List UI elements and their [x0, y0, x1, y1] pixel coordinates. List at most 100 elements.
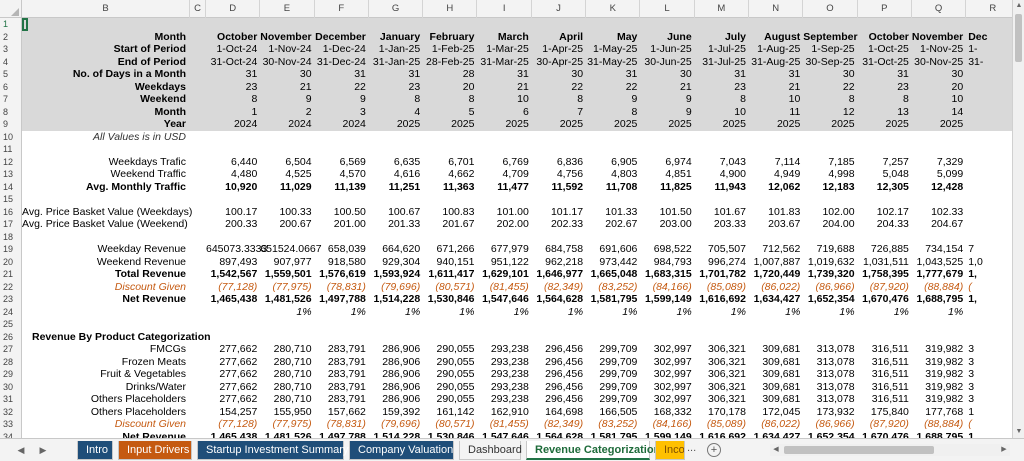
value-cell[interactable]: (86,022)	[761, 418, 801, 430]
value-cell[interactable]: (82,349)	[543, 280, 584, 293]
value-cell[interactable]: 1,739,320	[807, 268, 855, 280]
row-label[interactable]: Weekdays Trafic	[108, 155, 186, 168]
value-cell[interactable]: 166,505	[599, 405, 638, 418]
value-cell[interactable]: 1,542,567	[210, 268, 258, 280]
value-cell[interactable]: 30	[951, 68, 964, 80]
value-cell[interactable]: 22	[625, 80, 638, 93]
row-label[interactable]: Weekend Revenue	[96, 255, 186, 268]
value-cell[interactable]: 1-May-25	[593, 43, 638, 55]
row-number[interactable]: 23	[0, 293, 22, 306]
row-label[interactable]: Month	[154, 30, 187, 43]
row-number[interactable]: 34	[0, 430, 22, 438]
row-number[interactable]: 29	[0, 368, 22, 381]
value-cell[interactable]: 173,932	[816, 405, 855, 418]
vertical-scrollbar[interactable]: ▲ ▼	[1012, 0, 1024, 438]
row-label[interactable]: End of Period	[117, 55, 186, 68]
row-number[interactable]: 13	[0, 168, 22, 181]
value-cell[interactable]: (82,349)	[543, 418, 584, 430]
value-cell[interactable]: 168,332	[653, 405, 692, 418]
column-header[interactable]: C	[190, 0, 206, 18]
value-cell[interactable]: 22	[354, 80, 366, 93]
value-cell[interactable]: 2024	[342, 118, 366, 130]
value-cell[interactable]: 9	[360, 93, 366, 105]
value-cell[interactable]: 11	[789, 105, 801, 118]
column-header[interactable]: R	[966, 0, 1012, 18]
row-number[interactable]: 18	[0, 230, 22, 243]
column-header[interactable]: N	[749, 0, 804, 18]
value-cell[interactable]: 299,709	[599, 368, 638, 380]
value-cell[interactable]: 1-Jun-25	[650, 43, 692, 55]
value-cell[interactable]: 645073.3333	[206, 243, 268, 255]
value-cell[interactable]: 1,629,101	[482, 268, 529, 280]
row-label[interactable]: Discount Given	[114, 418, 186, 430]
value-cell[interactable]: 293,238	[490, 380, 529, 393]
row-label[interactable]: Fruit & Vegetables	[100, 368, 186, 380]
value-cell[interactable]: 164,698	[545, 405, 584, 418]
value-cell[interactable]: (88,884)	[924, 280, 964, 293]
value-cell[interactable]: (86,022)	[761, 280, 801, 293]
value-cell[interactable]: 1%	[839, 305, 855, 318]
value-cell[interactable]: 11,029	[280, 180, 312, 193]
value-cell[interactable]: 11,139	[334, 180, 366, 193]
value-cell[interactable]: 9	[305, 93, 312, 105]
value-cell[interactable]: 200.67	[279, 218, 312, 230]
value-cell[interactable]: 319,982	[925, 393, 964, 405]
value-cell[interactable]: 3	[968, 393, 975, 405]
value-cell[interactable]: 651524.0667	[260, 243, 322, 255]
value-cell[interactable]: 203.67	[768, 218, 801, 230]
row-label[interactable]: Avg. Price Basket Value (Weekend)	[22, 218, 188, 230]
value-cell[interactable]: 1,530,846	[427, 430, 475, 439]
value-cell[interactable]: 313,078	[816, 368, 855, 380]
value-cell[interactable]: January	[379, 30, 421, 43]
value-cell[interactable]: 313,078	[816, 343, 855, 355]
value-cell[interactable]: 6,701	[448, 155, 475, 168]
value-cell[interactable]: 204.00	[822, 218, 855, 230]
value-cell[interactable]: 102.17	[876, 205, 909, 218]
value-cell[interactable]: 202.33	[550, 218, 584, 230]
value-cell[interactable]: 100.17	[225, 205, 258, 218]
value-cell[interactable]: 286,906	[382, 380, 421, 393]
value-cell[interactable]: 3	[968, 380, 975, 393]
value-cell[interactable]: 21	[299, 80, 312, 93]
value-cell[interactable]: 1,465,438	[210, 293, 258, 305]
value-cell[interactable]: 31-Mar-25	[480, 55, 529, 68]
value-cell[interactable]: 100.50	[333, 205, 366, 218]
value-cell[interactable]: 1,043,525	[916, 255, 964, 268]
value-cell[interactable]: 1,481,526	[264, 293, 312, 305]
value-cell[interactable]: 7	[968, 243, 975, 255]
value-cell[interactable]: 734,154	[925, 243, 964, 255]
value-cell[interactable]: 12,428	[931, 180, 964, 193]
value-cell[interactable]: 897,493	[219, 255, 258, 268]
row-number[interactable]: 30	[0, 380, 22, 393]
value-cell[interactable]: 283,791	[327, 380, 366, 393]
value-cell[interactable]: August	[764, 30, 801, 43]
value-cell[interactable]: 1,593,924	[373, 268, 421, 280]
value-cell[interactable]: (77,128)	[218, 280, 258, 293]
value-cell[interactable]: 309,681	[762, 393, 801, 405]
scroll-left-icon[interactable]: ◀	[773, 446, 779, 453]
value-cell[interactable]: 319,982	[925, 368, 964, 380]
value-cell[interactable]: 161,142	[436, 405, 475, 418]
sheet-tab[interactable]: Company Valuation	[349, 441, 454, 460]
row-label[interactable]: Discount Given	[114, 280, 186, 293]
row-label[interactable]: Others Placeholders	[90, 393, 186, 405]
value-cell[interactable]: 100.67	[388, 205, 421, 218]
value-cell[interactable]: 1,465,438	[210, 430, 258, 439]
value-cell[interactable]: 101.83	[768, 205, 801, 218]
value-cell[interactable]: (80,571)	[435, 418, 475, 430]
value-cell[interactable]: 4,998	[828, 168, 855, 180]
value-cell[interactable]: (86,966)	[815, 418, 855, 430]
value-cell[interactable]: October	[217, 30, 258, 43]
value-cell[interactable]: 907,977	[273, 255, 312, 268]
value-cell[interactable]: 293,238	[490, 355, 529, 368]
value-cell[interactable]: 1,	[968, 268, 977, 280]
value-cell[interactable]: 6,635	[393, 155, 421, 168]
value-cell[interactable]: 316,511	[871, 343, 909, 355]
value-cell[interactable]: 1%	[350, 305, 366, 318]
value-cell[interactable]: 4,756	[556, 168, 584, 180]
value-cell[interactable]: 1,031,511	[862, 255, 909, 268]
value-cell[interactable]: May	[616, 30, 638, 43]
value-cell[interactable]: 30-Sep-25	[805, 55, 855, 68]
value-cell[interactable]: 5,099	[936, 168, 964, 180]
value-cell[interactable]: 10	[734, 105, 746, 118]
